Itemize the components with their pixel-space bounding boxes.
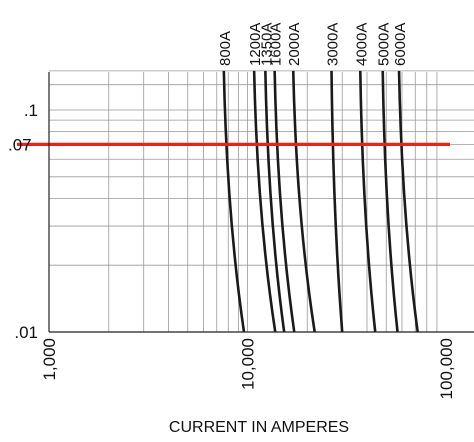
fuse-curve [381, 70, 399, 333]
axes [48, 72, 474, 333]
tick-labels: .1 .011,000 10,000 100,000 [14, 101, 456, 399]
curve-label: 1200A [247, 23, 264, 66]
x-tick-label: 10,000 [239, 338, 258, 390]
curve-label: 2000A [286, 23, 303, 66]
fuse-curve [330, 70, 344, 333]
curve-label: 1350A [258, 23, 275, 66]
fuse-curve [264, 70, 286, 333]
reference-line-label: .07 [8, 135, 32, 154]
curve-label: 5000A [376, 23, 393, 66]
x-tick-label: 100,000 [437, 338, 456, 399]
y-tick-label: .1 [24, 101, 38, 120]
fuse-curve [397, 70, 419, 333]
curve-label: 4000A [353, 23, 370, 66]
fuse-curve [252, 70, 277, 333]
fuse-curve [273, 70, 296, 333]
curve-label: 800A [217, 31, 234, 66]
curve-label: 6000A [392, 23, 409, 66]
y-tick-label: .01 [14, 323, 38, 342]
fuse-curve [291, 70, 316, 333]
x-tick-label: 1,000 [40, 338, 59, 381]
fuse-curve [358, 70, 377, 333]
curve-label: 1600A [268, 23, 285, 66]
reference-line-group: .07 [8, 135, 450, 154]
fuse-curves [222, 70, 419, 333]
x-axis-title: CURRENT IN AMPERES [169, 419, 349, 436]
fuse-curve [222, 70, 246, 333]
curve-label: 3000A [325, 23, 342, 66]
